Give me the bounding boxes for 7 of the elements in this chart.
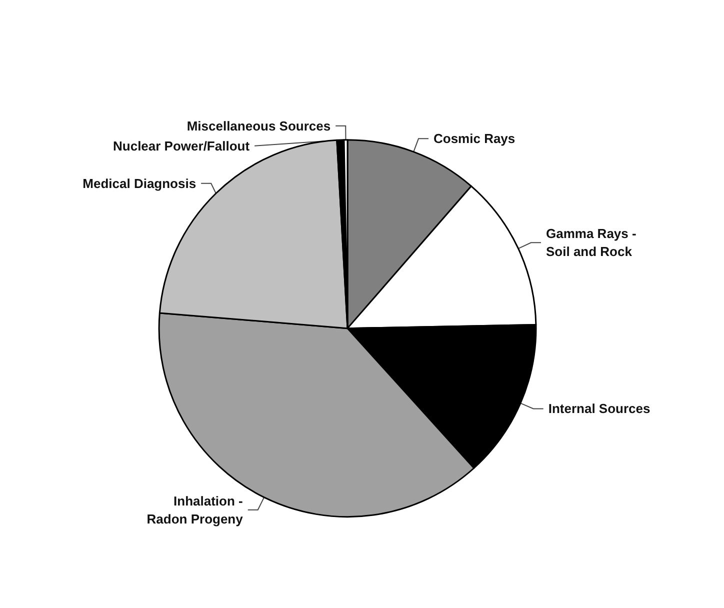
slice-label: Internal Sources <box>548 401 650 416</box>
slice-label: Inhalation - Radon Progeny <box>146 493 244 526</box>
slice-label: Miscellaneous Sources <box>186 118 331 134</box>
slice-label: Nuclear Power/Fallout <box>113 138 250 154</box>
slice-label: Cosmic Rays <box>433 131 516 146</box>
slice-label: Medical Diagnosis <box>82 176 196 191</box>
slice-label: Gamma Rays - Soil and Rock <box>546 226 636 260</box>
